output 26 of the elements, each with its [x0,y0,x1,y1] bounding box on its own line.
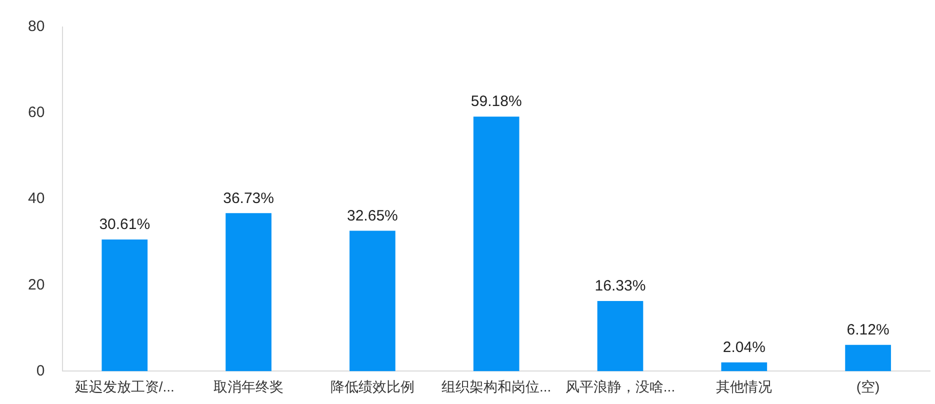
x-tick-label: 延迟发放工资/... [74,378,174,394]
data-label: 30.61% [99,216,150,234]
y-tick-label: 20 [28,276,45,294]
y-tick-label: 0 [36,362,45,380]
x-tick-label: 取消年终奖 [214,378,284,394]
y-tick-label: 60 [28,104,45,122]
bar [473,116,520,372]
data-label: 59.18% [470,93,522,110]
y-tick-label: 40 [28,190,45,208]
data-label: 6.12% [846,322,890,339]
x-tick-label: 组织架构和岗位... [442,378,552,394]
data-label: 32.65% [347,207,398,224]
data-label: 2.04% [722,339,766,356]
y-tick-label: 80 [28,18,45,36]
bar [597,300,644,372]
bar [721,362,768,372]
x-tick-label: (空) [856,378,880,394]
x-tick-label: 风平浪静，没啥... [565,378,676,394]
bar [102,240,148,372]
bar [350,230,396,372]
bar [845,344,891,372]
data-label: 36.73% [223,190,274,207]
bar [226,213,272,372]
data-label: 16.33% [594,278,646,295]
x-tick-label: 其他情况 [716,378,772,394]
x-tick-label: 降低绩效比例 [330,378,414,394]
